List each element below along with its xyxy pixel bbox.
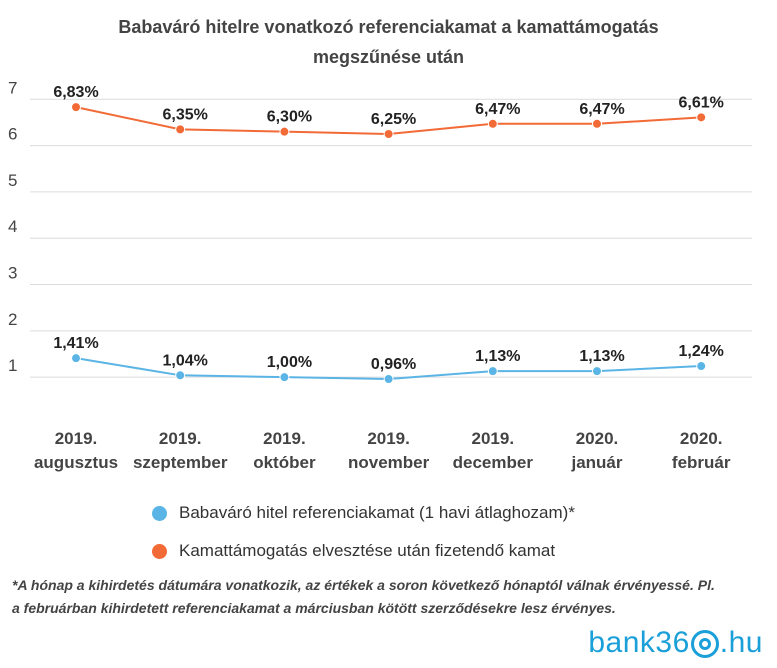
data-point [592,118,602,129]
data-label: 6,83% [53,84,98,101]
chart-title-line1: Babaváró hitelre vonatkozó referenciakam… [118,17,659,37]
legend-label: Babaváró hitel referenciakamat (1 havi á… [179,503,575,522]
data-point [71,102,81,113]
data-label: 6,35% [163,106,208,123]
legend-marker-blue [152,505,167,521]
logo-ring-icon [690,630,719,658]
data-label: 1,04% [163,352,208,369]
footnote-line1: *A hónap a kihirdetés dátumára vonatkozi… [12,577,715,593]
x-tick-label: november [348,453,430,472]
x-tick-label: október [253,453,316,472]
logo-domain: .hu [719,626,763,659]
x-tick-label: január [570,453,622,472]
x-tick-label: 2019. [367,429,410,448]
x-tick-label: augusztus [34,453,118,472]
data-label: 6,61% [679,94,724,111]
data-label: 1,00% [267,354,312,371]
y-tick-label: 6 [8,125,17,144]
data-label: 6,25% [371,111,416,128]
data-point [279,372,290,383]
x-tick-label: 2019. [263,429,306,448]
x-tick-label: december [453,453,534,472]
data-label: 6,47% [579,101,624,118]
line-chart: 1 2 3 4 5 6 7 2019. augusztus 2019. szeptember 2019… [8,78,752,472]
x-tick-label: február [672,453,731,472]
data-point [487,366,498,377]
data-label: 0,96% [371,356,416,373]
data-label: 1,24% [679,343,724,360]
footnote: *A hónap a kihirdetés dátumára vonatkozi… [12,574,772,620]
data-label: 1,13% [579,348,624,365]
logo-text: bank36 [588,626,690,659]
x-tick-label: 2019. [159,429,202,448]
legend: Babaváró hitel referenciakamat (1 havi á… [152,494,575,570]
data-point [175,124,186,135]
data-label: 1,41% [53,335,98,352]
y-tick-label: 4 [8,217,17,236]
y-tick-label: 1 [8,356,17,375]
x-tick-label: szeptember [133,453,228,472]
legend-item-fizetendo-kamat: Kamattámogatás elvesztése után fizetendő… [152,532,575,570]
legend-label: Kamattámogatás elvesztése után fizetendő… [179,541,556,560]
data-point [383,129,394,139]
x-tick-label: 2020. [576,429,619,448]
x-tick-label: 2020. [680,429,723,448]
data-point [383,374,394,385]
y-tick-label: 5 [8,171,17,190]
data-point [71,353,81,364]
data-point [487,118,498,129]
data-point [175,370,186,381]
legend-item-referenciakamat: Babaváró hitel referenciakamat (1 havi á… [152,494,575,532]
y-tick-label: 3 [8,264,17,283]
data-point [279,126,290,137]
data-label: 6,47% [475,101,520,118]
bank360-logo: bank36 .hu [588,626,763,660]
data-label: 1,13% [475,348,520,365]
x-tick-label: 2019. [55,429,98,448]
data-point [696,361,707,372]
y-tick-label: 2 [8,310,17,329]
x-tick-label: 2019. [472,429,515,448]
data-label: 6,30% [267,109,312,126]
chart-title-line2: megszűnése után [312,47,465,67]
data-point [696,112,707,123]
data-point [592,366,602,377]
y-tick-label: 7 [8,78,17,97]
chart-title: Babaváró hitelre vonatkozó referenciakam… [0,12,777,72]
footnote-line2: a februárban kihirdetett referenciakamat… [12,600,616,616]
legend-marker-orange [152,543,167,559]
